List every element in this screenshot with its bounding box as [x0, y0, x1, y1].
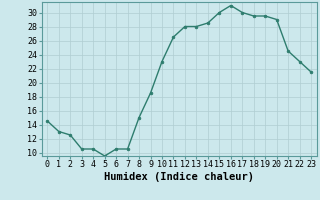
X-axis label: Humidex (Indice chaleur): Humidex (Indice chaleur)	[104, 172, 254, 182]
